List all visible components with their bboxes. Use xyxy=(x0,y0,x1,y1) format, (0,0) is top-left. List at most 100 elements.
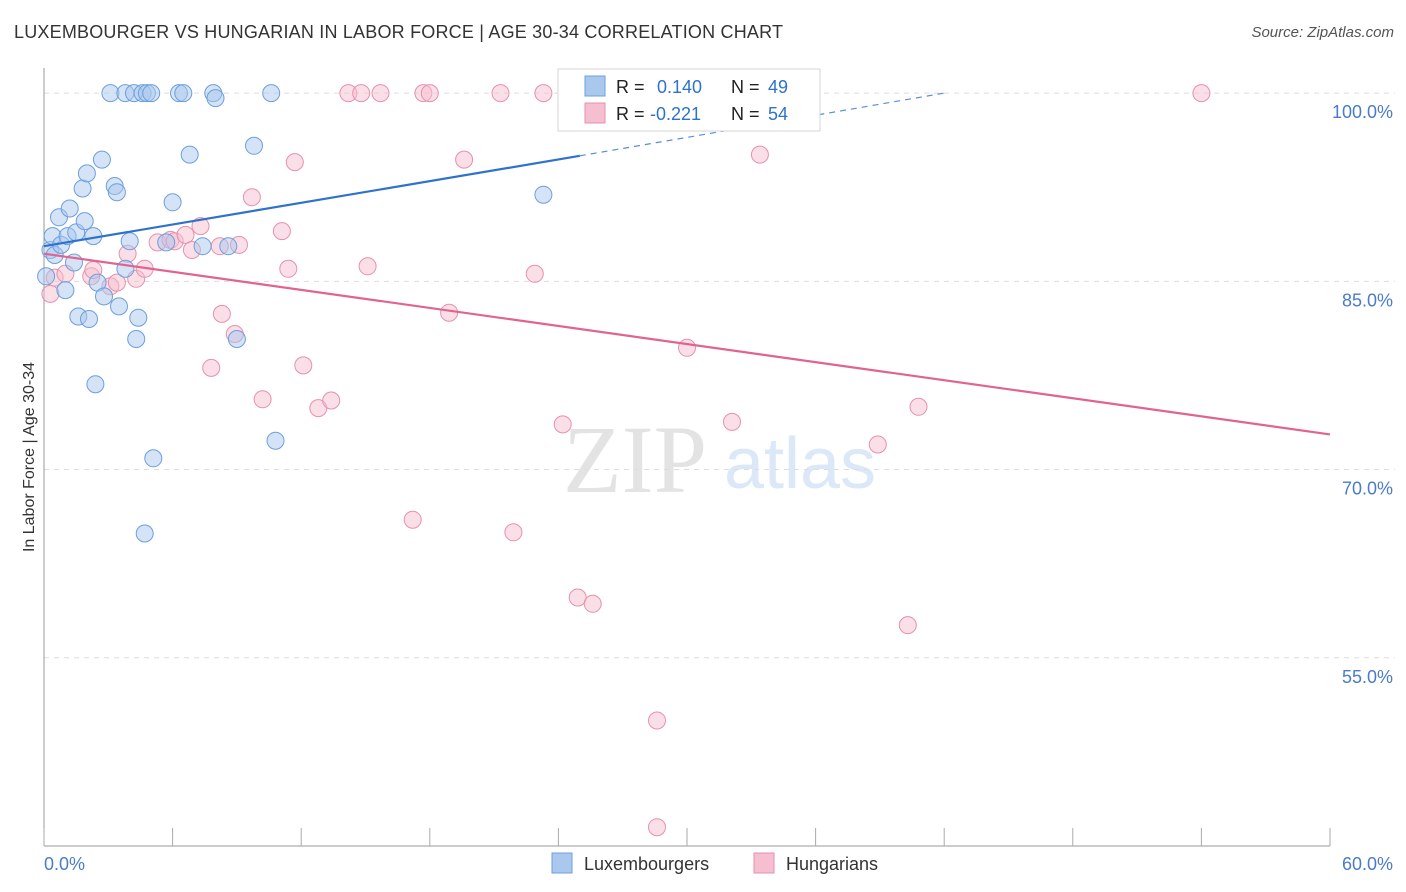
luxembourger-point-25 xyxy=(116,259,135,278)
hungarian-point-45 xyxy=(648,711,666,730)
stats-r-value-1: 0.140 xyxy=(657,77,702,97)
hungarian-point-16 xyxy=(202,358,221,377)
luxembourger-point-21 xyxy=(101,84,120,103)
stats-legend-swatch-blue xyxy=(584,75,606,97)
luxembourger-point-0 xyxy=(37,267,56,286)
hungarian-point-22 xyxy=(253,390,272,409)
hungarian-point-46 xyxy=(648,818,666,837)
luxembourger-point-36 xyxy=(157,233,176,252)
luxembourger-point-30 xyxy=(129,308,148,327)
luxembourger-point-27 xyxy=(120,232,139,251)
luxembourger-point-35 xyxy=(144,449,163,468)
x-tick-label-0: 0.0% xyxy=(44,854,85,874)
hungarian-point-42 xyxy=(553,415,572,434)
stats-r-value-2: -0.221 xyxy=(650,104,701,124)
luxembourger-point-24 xyxy=(110,297,128,316)
luxembourger-point-20 xyxy=(95,287,113,306)
hungarian-point-36 xyxy=(440,303,459,322)
hungarian-point-51 xyxy=(868,435,887,454)
hungarian-point-40 xyxy=(525,264,544,283)
hungarian-point-24 xyxy=(279,259,298,278)
stats-n-label-2: N = xyxy=(731,104,760,124)
hungarian-point-18 xyxy=(212,304,231,323)
chart-title: LUXEMBOURGER VS HUNGARIAN IN LABOR FORCE… xyxy=(14,22,784,42)
luxembourger-point-12 xyxy=(73,179,92,198)
luxembourger-point-44 xyxy=(219,237,238,256)
luxembourger-point-40 xyxy=(180,145,199,164)
luxembourger-point-41 xyxy=(193,237,212,256)
legend-swatch-hungarians xyxy=(753,852,775,874)
stats-legend: R = 0.140 N = 49 R = -0.221 N = 54 xyxy=(557,68,821,132)
hungarian-point-6 xyxy=(107,273,126,292)
x-tick-labels: 0.0% 60.0% xyxy=(44,854,1393,874)
luxembourger-point-46 xyxy=(245,136,263,155)
watermark-atlas: atlas xyxy=(724,424,876,504)
hungarian-point-41 xyxy=(534,84,553,103)
luxembourger-point-34 xyxy=(142,84,161,103)
hungarian-point-28 xyxy=(322,391,341,410)
luxembourger-point-6 xyxy=(56,281,75,300)
luxembourger-point-43 xyxy=(206,89,225,108)
luxembourger-point-47 xyxy=(262,84,281,103)
luxembourger-point-15 xyxy=(80,310,98,328)
hungarian-point-52 xyxy=(898,616,917,635)
y-axis-label: In Labor Force | Age 30-34 xyxy=(21,362,38,552)
grid-lines xyxy=(44,92,1395,659)
luxembourger-point-8 xyxy=(60,199,79,218)
luxembourger-point-17 xyxy=(86,375,105,394)
hungarian-point-15 xyxy=(191,217,210,236)
y-tick-labels: 100.0% 85.0% 70.0% 55.0% xyxy=(1332,102,1393,687)
trend-lines xyxy=(43,92,1331,436)
legend-swatch-luxembourgers xyxy=(551,852,573,874)
luxembourgers-trend-extension xyxy=(579,92,945,157)
hungarian-point-54 xyxy=(1192,84,1211,103)
source-credit: Source: ZipAtlas.com xyxy=(1251,24,1394,41)
hungarian-point-31 xyxy=(358,257,377,276)
hungarian-point-13 xyxy=(176,225,195,244)
luxembourger-point-49 xyxy=(534,185,553,204)
luxembourger-point-32 xyxy=(135,524,154,543)
stats-legend-swatch-pink xyxy=(584,102,606,124)
hungarians-trend-line xyxy=(43,252,1331,436)
luxembourger-point-13 xyxy=(75,212,94,231)
hungarian-point-44 xyxy=(583,594,602,613)
luxembourger-point-19 xyxy=(92,150,111,169)
hungarian-point-0 xyxy=(41,284,60,303)
hungarian-point-35 xyxy=(420,84,439,103)
hungarian-point-32 xyxy=(371,84,390,103)
luxembourgers-points xyxy=(37,84,553,543)
hungarian-point-39 xyxy=(504,523,523,542)
luxembourger-point-39 xyxy=(174,84,193,103)
hungarian-point-49 xyxy=(723,412,741,431)
hungarian-point-33 xyxy=(403,510,422,529)
series-legend: Luxembourgers Hungarians xyxy=(551,852,878,874)
luxembourgers-trend-line xyxy=(43,154,581,248)
x-tick-label-1: 60.0% xyxy=(1342,854,1393,874)
luxembourger-point-45 xyxy=(227,330,246,348)
luxembourger-point-29 xyxy=(127,330,146,348)
stats-r-label-2: R = xyxy=(616,104,645,124)
hungarian-point-37 xyxy=(455,150,474,169)
y-tick-label-1: 85.0% xyxy=(1342,290,1393,310)
y-tick-label-2: 70.0% xyxy=(1342,479,1393,499)
y-tick-label-0: 100.0% xyxy=(1332,102,1393,122)
hungarian-point-30 xyxy=(352,84,371,103)
luxembourger-point-14 xyxy=(77,164,96,183)
hungarian-point-26 xyxy=(294,356,313,375)
stats-n-value-2: 54 xyxy=(768,104,788,124)
stats-n-label-1: N = xyxy=(731,77,760,97)
hungarian-point-47 xyxy=(678,338,696,357)
hungarian-point-38 xyxy=(491,84,510,103)
luxembourger-point-37 xyxy=(163,193,182,212)
hungarian-point-43 xyxy=(568,588,587,607)
watermark-zip: ZIP xyxy=(563,406,707,513)
stats-n-value-1: 49 xyxy=(768,77,788,97)
x-ticks xyxy=(43,828,1331,846)
legend-label-luxembourgers: Luxembourgers xyxy=(584,854,709,874)
hungarian-point-21 xyxy=(242,188,261,207)
legend-label-hungarians: Hungarians xyxy=(786,854,878,874)
luxembourger-point-23 xyxy=(107,183,126,202)
hungarian-point-53 xyxy=(909,397,928,416)
stats-r-label-1: R = xyxy=(616,77,645,97)
